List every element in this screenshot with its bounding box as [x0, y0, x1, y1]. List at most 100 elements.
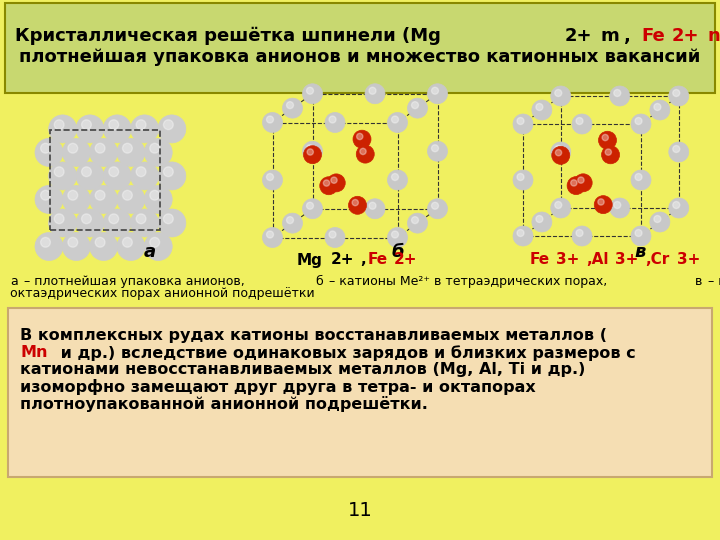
Circle shape	[117, 185, 145, 213]
Circle shape	[163, 214, 174, 224]
Text: Fe: Fe	[641, 27, 665, 45]
Circle shape	[130, 209, 158, 237]
Circle shape	[594, 195, 612, 214]
Circle shape	[40, 238, 50, 247]
Circle shape	[122, 238, 132, 247]
Circle shape	[103, 162, 131, 190]
Circle shape	[408, 213, 428, 233]
Circle shape	[63, 233, 90, 260]
Circle shape	[551, 86, 571, 106]
Circle shape	[536, 215, 543, 222]
Circle shape	[577, 177, 584, 183]
Circle shape	[49, 209, 76, 237]
Circle shape	[76, 209, 104, 237]
Circle shape	[631, 226, 651, 246]
Text: Fe: Fe	[530, 253, 550, 267]
Circle shape	[551, 198, 571, 218]
Circle shape	[605, 149, 611, 156]
Circle shape	[49, 115, 76, 143]
Circle shape	[117, 233, 145, 260]
Circle shape	[103, 115, 131, 143]
Circle shape	[392, 231, 398, 238]
Circle shape	[392, 116, 398, 123]
Circle shape	[150, 143, 160, 153]
Circle shape	[35, 233, 63, 260]
Text: – плотнейшая упаковка анионов,: – плотнейшая упаковка анионов,	[20, 275, 248, 288]
Circle shape	[572, 114, 592, 134]
Circle shape	[598, 199, 604, 205]
Circle shape	[356, 145, 374, 163]
Circle shape	[365, 84, 385, 104]
Circle shape	[356, 133, 363, 140]
Circle shape	[428, 141, 448, 161]
Circle shape	[304, 146, 322, 164]
Text: ,Al: ,Al	[586, 253, 608, 267]
Circle shape	[307, 149, 313, 155]
Circle shape	[572, 226, 592, 246]
Circle shape	[54, 120, 64, 130]
Circle shape	[598, 131, 616, 149]
Circle shape	[348, 197, 366, 214]
Circle shape	[669, 198, 689, 218]
Bar	[50, 130, 160, 230]
Text: Mn: Mn	[20, 345, 48, 360]
Circle shape	[89, 233, 117, 260]
Circle shape	[54, 167, 64, 177]
Circle shape	[144, 233, 172, 260]
Text: катионами невосстанавливаемых металлов (Mg, Al, Ti и др.): катионами невосстанавливаемых металлов (…	[20, 362, 585, 377]
Circle shape	[654, 215, 661, 222]
Circle shape	[517, 173, 524, 180]
Circle shape	[631, 114, 651, 134]
Circle shape	[158, 209, 186, 237]
Circle shape	[613, 201, 621, 208]
Circle shape	[613, 90, 621, 97]
Circle shape	[635, 173, 642, 180]
Circle shape	[571, 180, 577, 186]
Circle shape	[574, 174, 592, 192]
Circle shape	[266, 231, 274, 238]
Circle shape	[602, 134, 608, 141]
Circle shape	[287, 217, 294, 224]
Circle shape	[150, 191, 160, 200]
Text: плотнейшая упаковка анионов и множество катионных вакансий: плотнейшая упаковка анионов и множество …	[19, 48, 701, 66]
Circle shape	[263, 227, 282, 247]
Circle shape	[428, 199, 448, 219]
Text: Fe: Fe	[368, 253, 388, 267]
Circle shape	[68, 238, 78, 247]
Text: октаэдрических порах анионной подрешётки: октаэдрических порах анионной подрешётки	[10, 287, 315, 300]
Circle shape	[122, 143, 132, 153]
Circle shape	[672, 90, 680, 97]
Circle shape	[95, 191, 105, 200]
Circle shape	[428, 84, 448, 104]
Circle shape	[365, 199, 385, 219]
Circle shape	[517, 230, 524, 237]
Circle shape	[329, 231, 336, 238]
FancyBboxPatch shape	[5, 3, 715, 93]
Circle shape	[360, 148, 366, 154]
Text: 3+: 3+	[615, 253, 639, 267]
Text: – катионы Me³⁺ в: – катионы Me³⁺ в	[704, 275, 720, 288]
Circle shape	[144, 185, 172, 213]
Circle shape	[81, 167, 91, 177]
Circle shape	[263, 170, 282, 190]
Circle shape	[517, 118, 524, 125]
Text: б: б	[315, 275, 323, 288]
Circle shape	[369, 87, 376, 94]
Circle shape	[532, 212, 552, 232]
Circle shape	[631, 170, 651, 190]
Circle shape	[412, 217, 418, 224]
Circle shape	[392, 173, 398, 180]
Circle shape	[532, 100, 552, 120]
Circle shape	[117, 138, 145, 166]
Circle shape	[513, 114, 533, 134]
Circle shape	[431, 145, 438, 152]
Text: m: m	[600, 27, 618, 45]
Circle shape	[302, 141, 323, 161]
Circle shape	[302, 84, 323, 104]
Circle shape	[307, 202, 313, 209]
Text: ,Cr: ,Cr	[645, 253, 670, 267]
Circle shape	[136, 167, 146, 177]
Circle shape	[89, 138, 117, 166]
Circle shape	[266, 173, 274, 180]
Text: n: n	[707, 27, 720, 45]
